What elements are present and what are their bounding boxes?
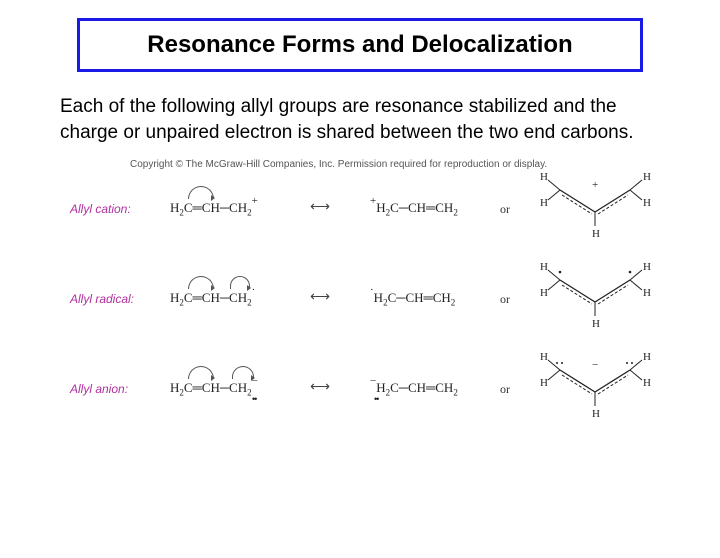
formula-cation-right: +H2C─CH═CH2 (370, 200, 458, 218)
svg-text:H: H (540, 261, 548, 273)
hybrid-charge-icon: + (592, 179, 598, 191)
resonance-arrow-icon: ⟷ (310, 288, 330, 305)
svg-text:H: H (643, 377, 651, 389)
title-box: Resonance Forms and Delocalization (77, 18, 643, 72)
charge-minus-icon: − (252, 375, 258, 387)
svg-text:H: H (592, 408, 600, 420)
svg-text:H: H (643, 261, 651, 273)
svg-text:H: H (643, 171, 651, 183)
intro-paragraph: Each of the following allyl groups are r… (60, 94, 660, 145)
formula-radical-right: ·H2C─CH═CH2 (370, 290, 455, 308)
charge-plus-icon: + (370, 195, 376, 207)
lone-pair-icon: •• (374, 394, 378, 404)
curved-arrow-icon (188, 366, 214, 379)
formula-anion-right: −H2C─CH═CH2 (370, 380, 458, 398)
skeletal-radical: H H H H H (540, 260, 650, 340)
charge-minus-icon: − (370, 375, 376, 387)
or-text: or (500, 292, 510, 307)
copyright-line: Copyright © The McGraw-Hill Companies, I… (130, 159, 720, 170)
radical-dot-icon: · (370, 284, 374, 296)
charge-plus-icon: + (252, 195, 258, 207)
page-title: Resonance Forms and Delocalization (80, 31, 640, 59)
resonance-figure: Allyl cation: H2C═CH─CH2+ ⟷ +H2C─CH═CH2 … (40, 176, 680, 476)
lone-pair-icon: •• (252, 394, 256, 404)
hybrid-charge-icon: − (592, 359, 598, 371)
skeletal-cation: H H H H H + (540, 170, 650, 250)
svg-text:H: H (592, 318, 600, 330)
curved-arrow-icon (230, 276, 250, 289)
or-text: or (500, 202, 510, 217)
curved-arrow-icon (232, 366, 254, 379)
svg-text:H: H (592, 228, 600, 240)
svg-text:H: H (540, 197, 548, 209)
svg-text:H: H (643, 287, 651, 299)
radical-dot-icon: · (252, 284, 256, 296)
resonance-arrow-icon: ⟷ (310, 198, 330, 215)
formula-radical-left: H2C═CH─CH2· (170, 290, 255, 308)
curved-arrow-icon (188, 186, 214, 199)
svg-text:H: H (540, 171, 548, 183)
formula-anion-left: H2C═CH─CH2− (170, 380, 258, 398)
svg-text:H: H (540, 377, 548, 389)
or-text: or (500, 382, 510, 397)
label-cation: Allyl cation: (70, 202, 150, 216)
skeletal-anion: H H H H H − (540, 350, 650, 435)
curved-arrow-icon (188, 276, 214, 289)
svg-text:H: H (643, 351, 651, 363)
svg-text:H: H (643, 197, 651, 209)
resonance-arrow-icon: ⟷ (310, 378, 330, 395)
formula-cation-left: H2C═CH─CH2+ (170, 200, 258, 218)
label-anion: Allyl anion: (70, 382, 150, 396)
svg-text:H: H (540, 287, 548, 299)
label-radical: Allyl radical: (70, 292, 150, 306)
svg-text:H: H (540, 351, 548, 363)
